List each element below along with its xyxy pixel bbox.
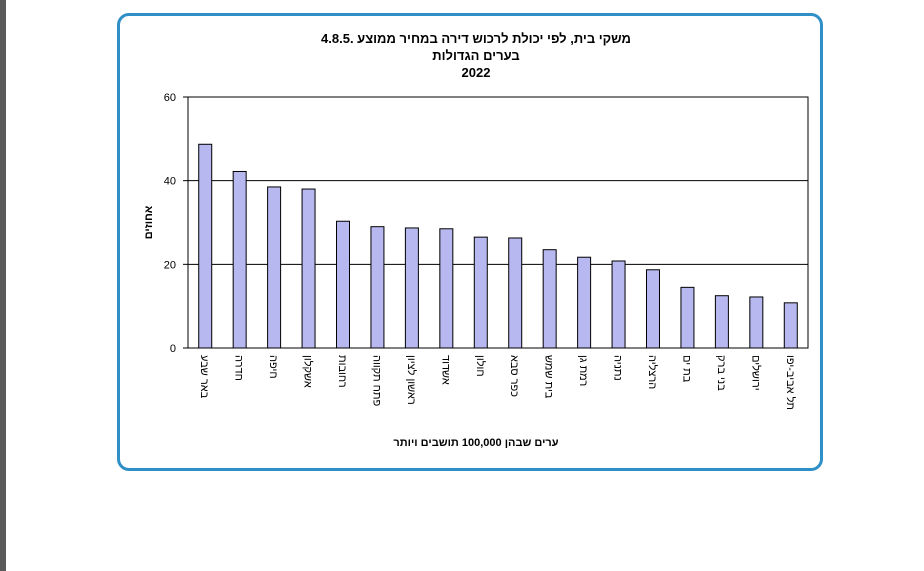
bar-chart: 4.8.5. משקי בית, לפי יכולת לרכוש דירה במ… — [143, 31, 809, 449]
bar — [232, 170, 247, 349]
category-label: חולון — [474, 355, 487, 377]
category-label: ירושלים — [749, 355, 762, 391]
bars — [198, 143, 798, 349]
category-label: פתח תקווה — [370, 355, 382, 406]
category-label: אשקלון — [302, 355, 315, 388]
category-label: באר שבע — [198, 355, 210, 399]
y-tick-label: 60 — [164, 92, 176, 104]
bar — [783, 302, 798, 349]
bar — [577, 256, 592, 349]
bar — [370, 226, 385, 349]
category-label: רמת גן — [577, 355, 589, 386]
bar — [198, 143, 213, 349]
bar — [611, 260, 626, 349]
y-tick-label: 0 — [170, 343, 176, 355]
bar — [680, 286, 695, 349]
y-tick-label: 20 — [164, 259, 176, 271]
bar — [749, 296, 764, 349]
category-label: חדרה — [233, 355, 245, 381]
bar — [404, 227, 419, 349]
category-label: הרצליה — [646, 355, 659, 389]
bar — [439, 228, 454, 349]
bar — [646, 269, 660, 349]
category-label: ראשון לציון — [405, 355, 418, 405]
category-label: בית שמש — [543, 355, 555, 399]
bar — [542, 249, 557, 349]
category-labels: באר שבע חדרה חיפה אשקלון רחובות פתח תקווה ראשו… — [198, 355, 797, 410]
bar — [336, 220, 350, 349]
bar — [301, 188, 316, 349]
category-label: נתניה — [612, 355, 624, 381]
bar — [714, 295, 729, 349]
x-axis-label: ערים שבהן 100,000 תושבים ויותר — [393, 437, 558, 449]
grid-lines — [187, 96, 809, 349]
category-label: תל אביב-יפו — [784, 355, 797, 410]
category-label: חיפה — [267, 355, 279, 379]
category-label: רחובות — [336, 355, 348, 388]
chart-title: 4.8.5. משקי בית, לפי יכולת לרכוש דירה במ… — [321, 31, 631, 80]
category-label: בני ברק — [715, 355, 727, 391]
category-label: בת ים — [680, 355, 692, 383]
chart-title-line-3: 2022 — [462, 65, 491, 80]
bar — [508, 237, 523, 349]
chart-card: 4.8.5. משקי בית, לפי יכולת לרכוש דירה במ… — [117, 13, 823, 471]
chart-title-line-1: 4.8.5. משקי בית, לפי יכולת לרכוש דירה במ… — [321, 31, 631, 46]
y-axis-label: אחוזים — [143, 205, 155, 239]
plot-area — [187, 96, 809, 349]
y-tick-labels: 0 20 40 60 — [164, 92, 188, 355]
chart-title-line-2: בערים הגדולות — [432, 48, 519, 63]
bar — [267, 186, 282, 349]
bar — [473, 236, 488, 349]
category-label: אשדוד — [439, 355, 451, 385]
category-label: כפר סבא — [508, 355, 520, 397]
left-edge-strip — [0, 0, 6, 571]
y-tick-label: 40 — [164, 176, 176, 188]
